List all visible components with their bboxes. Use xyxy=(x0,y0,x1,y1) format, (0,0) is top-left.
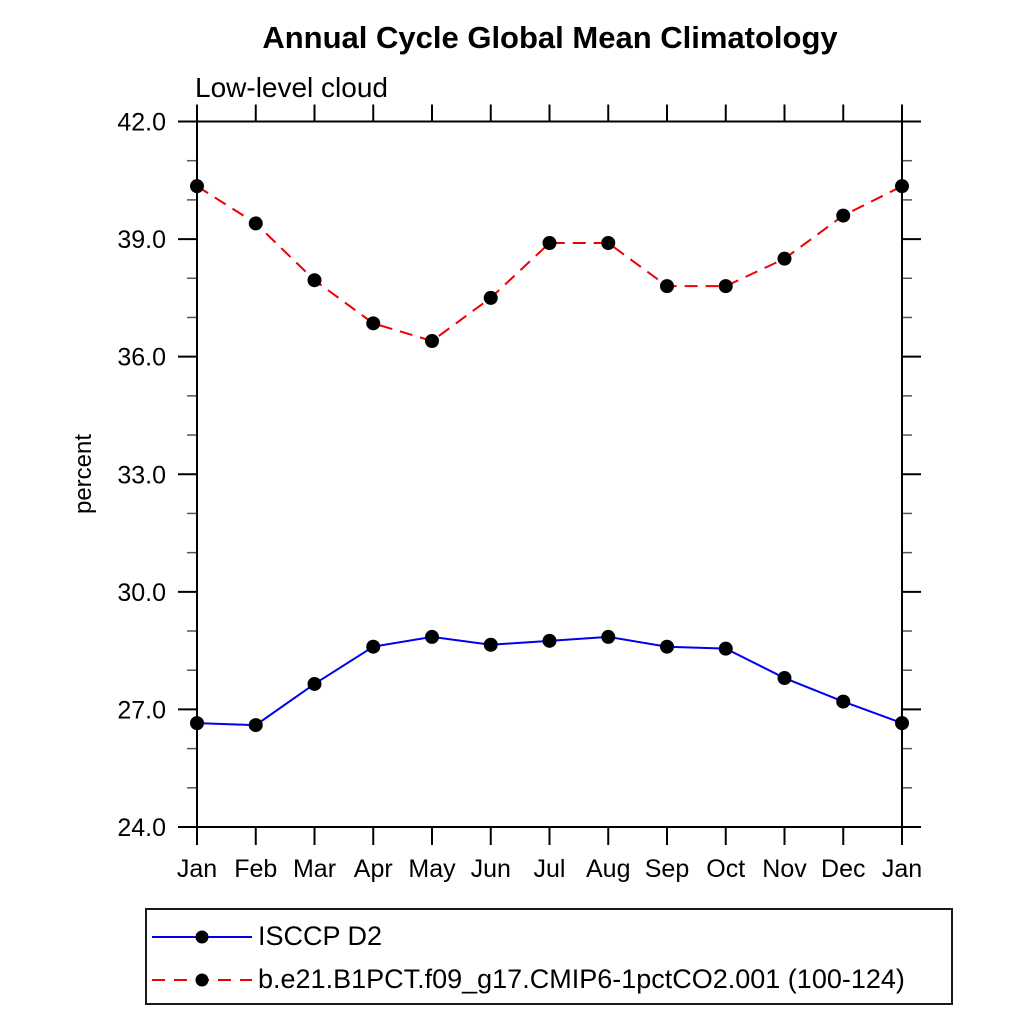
data-point-marker xyxy=(483,637,498,652)
y-tick-label: 24.0 xyxy=(117,814,166,842)
data-point-marker xyxy=(366,639,381,654)
data-point-marker xyxy=(190,179,204,194)
data-point-marker xyxy=(718,279,733,294)
data-point-marker xyxy=(425,629,439,644)
x-tick-label: Sep xyxy=(645,855,689,883)
data-point-marker xyxy=(895,179,909,194)
y-tick-label: 36.0 xyxy=(117,344,166,372)
legend-line-solid-sample xyxy=(152,930,252,943)
x-tick-label: Aug xyxy=(586,855,630,883)
data-point-marker xyxy=(542,236,557,251)
legend-label-model: b.e21.B1PCT.f09_g17.CMIP6-1pctCO2.001 (1… xyxy=(258,964,905,994)
data-point-marker xyxy=(777,251,792,266)
legend-item-model: b.e21.B1PCT.f09_g17.CMIP6-1pctCO2.001 (1… xyxy=(147,958,951,1001)
chart-title: Annual Cycle Global Mean Climatology xyxy=(262,20,838,55)
series-line-isccp xyxy=(196,635,903,727)
x-tick-label: Dec xyxy=(821,855,865,883)
y-tick-label: 27.0 xyxy=(117,696,166,724)
y-tick-label: 33.0 xyxy=(117,461,166,489)
legend-box: ISCCP D2 b.e21.B1PCT.f09_g17.CMIP6-1pctC… xyxy=(145,908,953,1005)
data-point-marker xyxy=(836,208,851,223)
x-tick-label: Mar xyxy=(293,855,336,883)
y-tick-label: 42.0 xyxy=(117,109,166,137)
data-point-marker xyxy=(836,694,851,709)
y-axis-label: percent xyxy=(70,433,97,515)
legend-label-isccp: ISCCP D2 xyxy=(258,921,383,951)
chart-subtitle: Low-level cloud xyxy=(195,72,388,103)
x-tick-label: Feb xyxy=(234,855,277,883)
y-tick-label: 30.0 xyxy=(117,579,166,607)
x-tick-label: May xyxy=(408,855,456,883)
data-point-marker xyxy=(660,639,674,654)
plot-frame xyxy=(196,120,903,828)
data-point-marker xyxy=(777,671,792,686)
data-point-marker xyxy=(307,676,322,691)
data-point-marker xyxy=(248,216,263,231)
data-point-marker xyxy=(190,716,204,731)
x-tick-label: Nov xyxy=(762,855,807,883)
x-tick-label: Jan xyxy=(882,855,922,883)
data-point-marker xyxy=(601,629,616,644)
legend-line-dashed-sample xyxy=(152,973,252,986)
x-tick-label: Oct xyxy=(706,855,745,883)
series-line-model xyxy=(196,185,903,343)
x-tick-label: Jul xyxy=(534,855,566,883)
y-tick-label: 39.0 xyxy=(117,226,166,254)
legend-item-isccp: ISCCP D2 xyxy=(147,915,951,958)
data-point-marker xyxy=(542,633,557,648)
data-point-marker xyxy=(425,333,439,348)
x-tick-label: Jan xyxy=(177,855,217,883)
data-point-marker xyxy=(601,236,616,251)
x-tick-label: Apr xyxy=(354,855,393,883)
data-point-marker xyxy=(307,273,322,288)
x-tick-label: Jun xyxy=(471,855,511,883)
data-point-marker xyxy=(718,641,733,656)
data-point-marker xyxy=(366,316,381,331)
legend-sample-marker-icon xyxy=(195,973,209,986)
data-point-marker xyxy=(895,716,909,731)
data-point-marker xyxy=(483,290,498,305)
data-point-marker xyxy=(248,718,263,733)
data-point-marker xyxy=(660,279,674,294)
legend-sample-marker-icon xyxy=(195,930,209,943)
